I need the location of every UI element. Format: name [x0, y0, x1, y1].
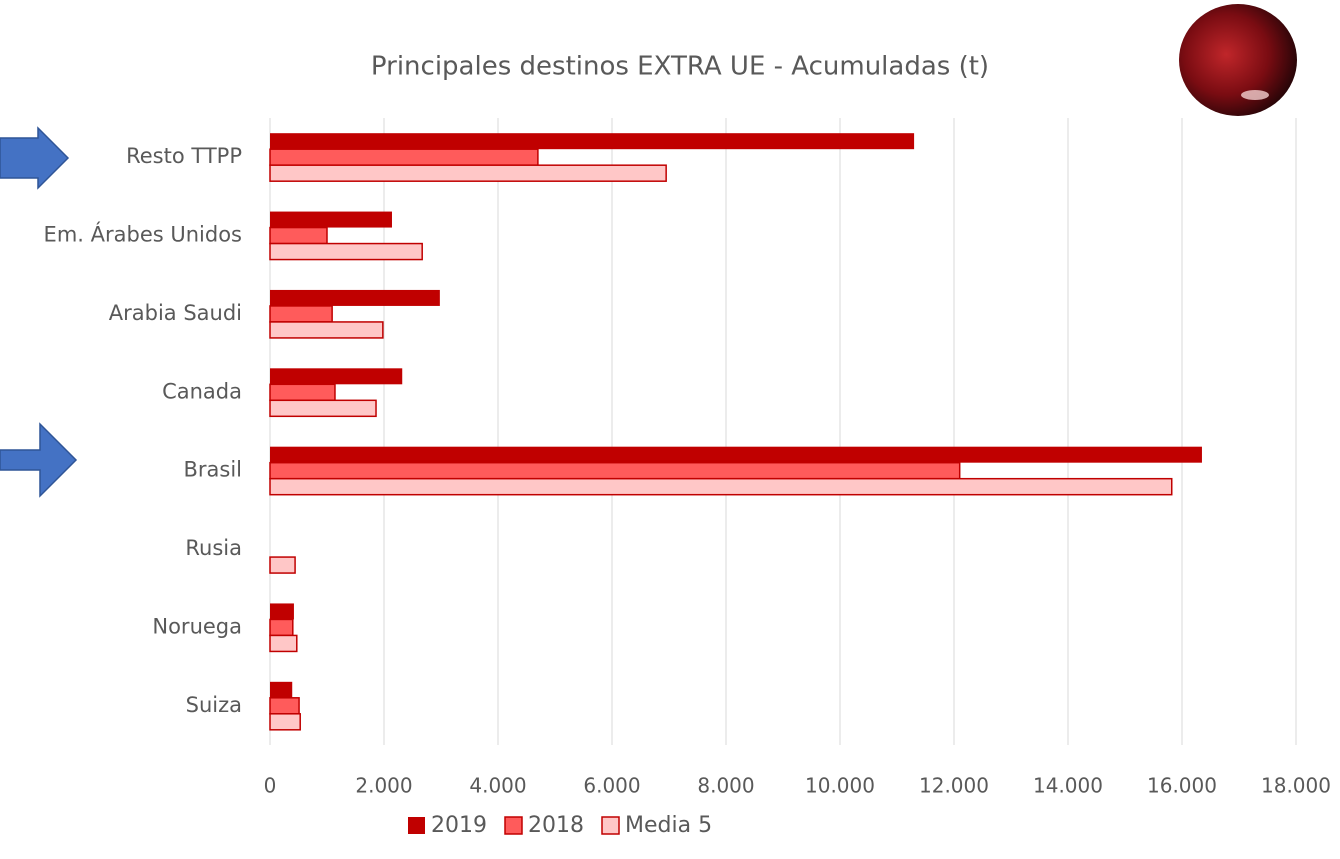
bar	[270, 635, 297, 651]
y-tick-label: Brasil	[183, 458, 242, 482]
chart: Principales destinos EXTRA UE - Acumulad…	[0, 0, 1340, 859]
x-tick-label: 0	[264, 774, 277, 798]
legend-swatch	[505, 817, 522, 834]
bar	[270, 149, 538, 165]
y-tick-label: Em. Árabes Unidos	[44, 222, 242, 247]
arrow	[0, 128, 76, 496]
x-tick-label: 4.000	[469, 774, 526, 798]
bar	[270, 447, 1202, 463]
y-tick-label: Noruega	[152, 614, 242, 638]
bar	[270, 698, 299, 714]
bar	[270, 228, 327, 244]
bar	[270, 479, 1172, 495]
x-tick-label: 14.000	[1033, 774, 1103, 798]
x-tick-label: 6.000	[583, 774, 640, 798]
page: {"chart_data": {"type": "hbar", "title":…	[0, 0, 1340, 859]
bar	[270, 557, 295, 573]
y-tick-label: Arabia Saudi	[109, 301, 242, 325]
bar	[270, 714, 300, 730]
bar	[270, 603, 294, 619]
y-tick-label: Resto TTPP	[126, 144, 242, 168]
bar	[270, 244, 422, 260]
bar	[270, 290, 440, 306]
y-tick-label: Canada	[162, 379, 242, 403]
legend-swatch	[602, 817, 619, 834]
chart-title: Principales destinos EXTRA UE - Acumulad…	[371, 52, 989, 82]
legend-label: 2018	[528, 813, 584, 838]
x-tick-label: 10.000	[805, 774, 875, 798]
bar	[270, 619, 293, 635]
legend-swatch	[408, 817, 425, 834]
x-tick-label: 2.000	[355, 774, 412, 798]
x-tick-label: 16.000	[1147, 774, 1217, 798]
bar	[270, 400, 376, 416]
bar	[270, 682, 292, 698]
bar	[270, 322, 383, 338]
y-tick-label: Rusia	[185, 536, 242, 560]
legend-label: 2019	[431, 813, 487, 838]
bar	[270, 165, 666, 181]
bar	[270, 133, 914, 149]
bar	[270, 212, 392, 228]
x-tick-label: 12.000	[919, 774, 989, 798]
bar	[270, 306, 332, 322]
bar	[270, 368, 402, 384]
x-tick-label: 8.000	[697, 774, 754, 798]
y-tick-label: Suiza	[186, 693, 242, 717]
plum-image	[1179, 4, 1297, 116]
bar	[270, 384, 335, 400]
x-tick-label: 18.000	[1261, 774, 1331, 798]
legend-label: Media 5	[625, 813, 712, 838]
bar	[270, 463, 960, 479]
